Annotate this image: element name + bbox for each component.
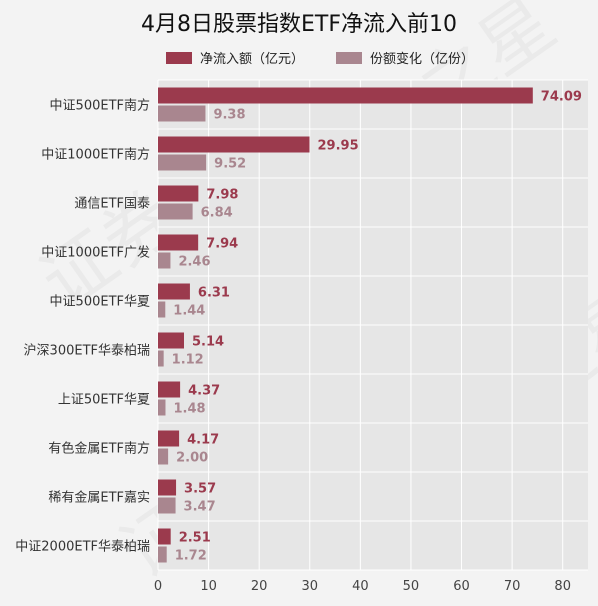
data-label-net-inflow: 2.51 bbox=[179, 531, 211, 546]
x-tick-label: 80 bbox=[554, 579, 571, 594]
bar-share-change bbox=[158, 154, 207, 171]
bar-share-change bbox=[158, 105, 206, 122]
data-label-share-change: 2.00 bbox=[176, 451, 208, 466]
data-label-net-inflow: 4.37 bbox=[188, 384, 220, 399]
x-tick-label: 10 bbox=[200, 579, 217, 594]
category-label: 沪深300ETF华泰柏瑞 bbox=[24, 343, 150, 359]
data-label-share-change: 1.12 bbox=[172, 353, 204, 368]
category-label: 中证500ETF华夏 bbox=[50, 295, 150, 310]
data-label-share-change: 1.72 bbox=[175, 549, 207, 564]
legend-item-net-inflow: 净流入额（亿元） bbox=[166, 48, 304, 67]
bar-share-change bbox=[158, 301, 166, 318]
data-label-share-change: 1.48 bbox=[173, 402, 205, 417]
bar-net-inflow bbox=[158, 430, 180, 447]
bar-share-change bbox=[158, 497, 176, 514]
bar-net-inflow bbox=[158, 332, 185, 349]
x-tick-label: 0 bbox=[154, 579, 162, 594]
data-label-net-inflow: 5.14 bbox=[192, 335, 224, 350]
category-label: 中证2000ETF华泰柏瑞 bbox=[15, 540, 150, 555]
chart-title: 4月8日股票指数ETF净流入前10 bbox=[141, 12, 457, 37]
x-tick-label: 40 bbox=[352, 579, 369, 594]
bar-net-inflow bbox=[158, 528, 171, 545]
data-label-share-change: 1.44 bbox=[173, 304, 205, 319]
bar-net-inflow bbox=[158, 87, 533, 104]
data-label-share-change: 3.47 bbox=[184, 500, 216, 515]
x-tick-label: 50 bbox=[403, 579, 420, 594]
bar-net-inflow bbox=[158, 381, 181, 398]
bar-share-change bbox=[158, 203, 193, 220]
data-label-net-inflow: 7.94 bbox=[206, 237, 238, 252]
data-label-share-change: 6.84 bbox=[201, 206, 233, 221]
bar-net-inflow bbox=[158, 185, 199, 202]
data-label-net-inflow: 3.57 bbox=[184, 482, 216, 497]
bar-net-inflow bbox=[158, 234, 199, 251]
x-tick-label: 30 bbox=[301, 579, 318, 594]
x-tick-label: 20 bbox=[251, 579, 268, 594]
data-label-share-change: 2.46 bbox=[178, 255, 210, 270]
data-label-net-inflow: 4.17 bbox=[187, 433, 219, 448]
data-label-share-change: 9.52 bbox=[214, 157, 246, 172]
legend-swatch-share-change bbox=[336, 51, 363, 64]
bar-share-change bbox=[158, 350, 164, 367]
legend-swatch-net-inflow bbox=[166, 51, 192, 64]
data-label-net-inflow: 29.95 bbox=[318, 139, 359, 154]
bar-share-change bbox=[158, 252, 171, 269]
x-tick-label: 60 bbox=[453, 579, 470, 594]
category-label: 通信ETF国泰 bbox=[74, 197, 150, 212]
category-label: 中证1000ETF南方 bbox=[41, 147, 150, 163]
category-label: 上证50ETF华夏 bbox=[58, 393, 150, 408]
data-label-net-inflow: 6.31 bbox=[198, 286, 230, 301]
bar-share-change bbox=[158, 399, 166, 416]
bar-net-inflow bbox=[158, 136, 310, 153]
legend-label-share-change: 份额变化（亿份） bbox=[370, 52, 475, 67]
x-tick-label: 70 bbox=[504, 579, 521, 594]
bar-share-change bbox=[158, 546, 167, 563]
category-label: 中证500ETF南方 bbox=[50, 98, 150, 114]
legend-item-share-change: 份额变化（亿份） bbox=[336, 48, 474, 67]
bar-net-inflow bbox=[158, 283, 190, 300]
category-label: 稀有金属ETF嘉实 bbox=[48, 490, 150, 506]
legend-label-net-inflow: 净流入额（亿元） bbox=[200, 52, 305, 67]
data-label-share-change: 9.38 bbox=[213, 108, 245, 123]
bar-net-inflow bbox=[158, 479, 177, 496]
legend: 净流入额（亿元） 份额变化（亿份） bbox=[166, 48, 506, 67]
bar-share-change bbox=[158, 448, 169, 465]
data-label-net-inflow: 7.98 bbox=[206, 188, 238, 203]
category-label: 有色金属ETF南方 bbox=[48, 441, 150, 457]
data-label-net-inflow: 74.09 bbox=[541, 90, 582, 105]
category-label: 中证1000ETF广发 bbox=[41, 245, 150, 261]
